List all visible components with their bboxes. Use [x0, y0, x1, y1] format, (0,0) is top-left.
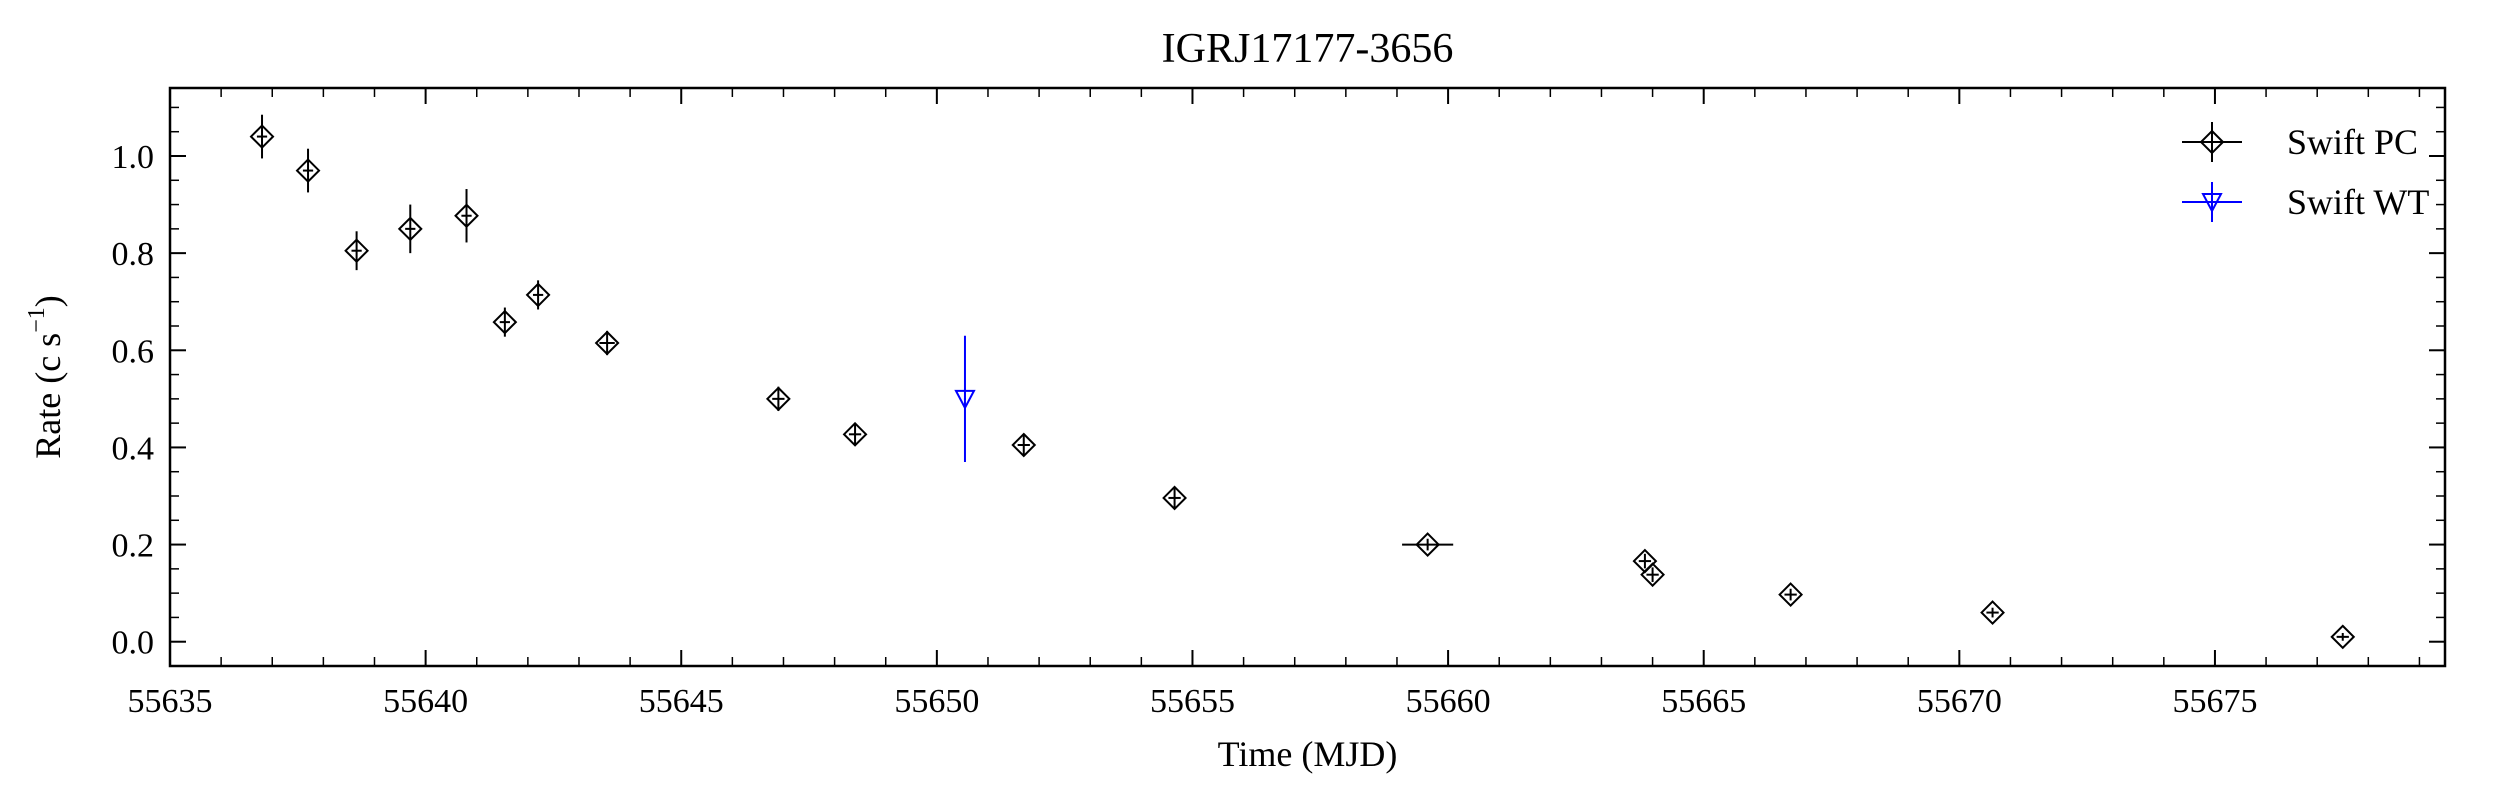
x-tick-label: 55665 [1661, 683, 1746, 720]
y-tick-label: 0.2 [112, 528, 155, 565]
diamond-marker [249, 124, 275, 149]
data-point [842, 421, 868, 447]
legend: Swift PC Swift WT [2182, 122, 2429, 222]
diamond-marker [1778, 582, 1804, 608]
data-points [249, 114, 2356, 650]
x-tick-label: 55650 [894, 683, 979, 720]
diamond-marker [525, 282, 551, 308]
x-axis-label: Time (MJD) [1218, 734, 1398, 774]
x-tick-label: 55655 [1150, 683, 1235, 720]
legend-entry: Swift WT [2182, 182, 2429, 222]
diamond-marker [1980, 600, 2005, 625]
legend-label: Swift WT [2287, 182, 2429, 222]
data-point [492, 307, 518, 337]
data-point [594, 330, 620, 356]
diamond-marker [344, 238, 370, 264]
data-point [249, 114, 275, 159]
diamond-marker [1162, 485, 1187, 511]
data-point [397, 204, 423, 254]
diamond-marker [594, 330, 620, 356]
legend-entry: Swift PC [2182, 122, 2418, 162]
diamond-marker [1640, 562, 1665, 588]
y-tick-label: 1.0 [112, 139, 155, 176]
diamond-marker [1415, 532, 1441, 557]
diamond-marker [2330, 624, 2356, 650]
diamond-marker [492, 309, 518, 335]
y-tick-label: 0.4 [112, 430, 155, 467]
chart-title: IGRJ17177-3656 [1162, 26, 1454, 72]
x-tick-label: 55640 [383, 683, 468, 720]
triangle-marker [954, 389, 976, 410]
x-tick-label: 55645 [639, 683, 724, 720]
axis-ticks: 55635 55640 55645 55650 55655 55660 55665 55670… [112, 88, 2445, 720]
triangle-marker [2201, 193, 2223, 214]
data-point [344, 231, 370, 271]
x-tick-label: 55675 [2172, 683, 2257, 720]
diamond-marker [397, 216, 423, 242]
y-axis-label-superscript: −1 [24, 307, 50, 333]
y-tick-label: 0.8 [112, 236, 155, 273]
y-axis-label-base: Rate (c s [28, 333, 68, 459]
y-tick-label: 0.0 [112, 625, 155, 662]
data-point [1778, 582, 1804, 608]
data-point [1162, 485, 1187, 511]
diamond-marker [295, 158, 321, 183]
diamond-marker [765, 386, 791, 412]
data-point [1011, 432, 1037, 458]
diamond-marker [454, 203, 479, 229]
data-point [1640, 562, 1665, 588]
x-tick-label: 55635 [128, 683, 213, 720]
x-tick-label: 55660 [1406, 683, 1491, 720]
diamond-marker [842, 421, 868, 447]
x-tick-label: 55670 [1917, 683, 2002, 720]
plot-frame [168, 86, 2447, 668]
data-point [1980, 600, 2005, 625]
diamond-marker [1011, 432, 1037, 458]
data-point [295, 148, 321, 193]
data-point [954, 335, 976, 462]
diamond-marker [2199, 129, 2225, 155]
data-point [454, 189, 479, 243]
data-point [765, 386, 791, 412]
data-point [1402, 532, 1454, 557]
y-axis-label-close: ) [28, 295, 68, 307]
data-point [2330, 624, 2356, 650]
data-point [525, 280, 551, 310]
legend-label: Swift PC [2287, 122, 2418, 162]
y-tick-label: 0.6 [112, 333, 155, 370]
y-axis-label: Rate (c s−1) [24, 295, 68, 459]
